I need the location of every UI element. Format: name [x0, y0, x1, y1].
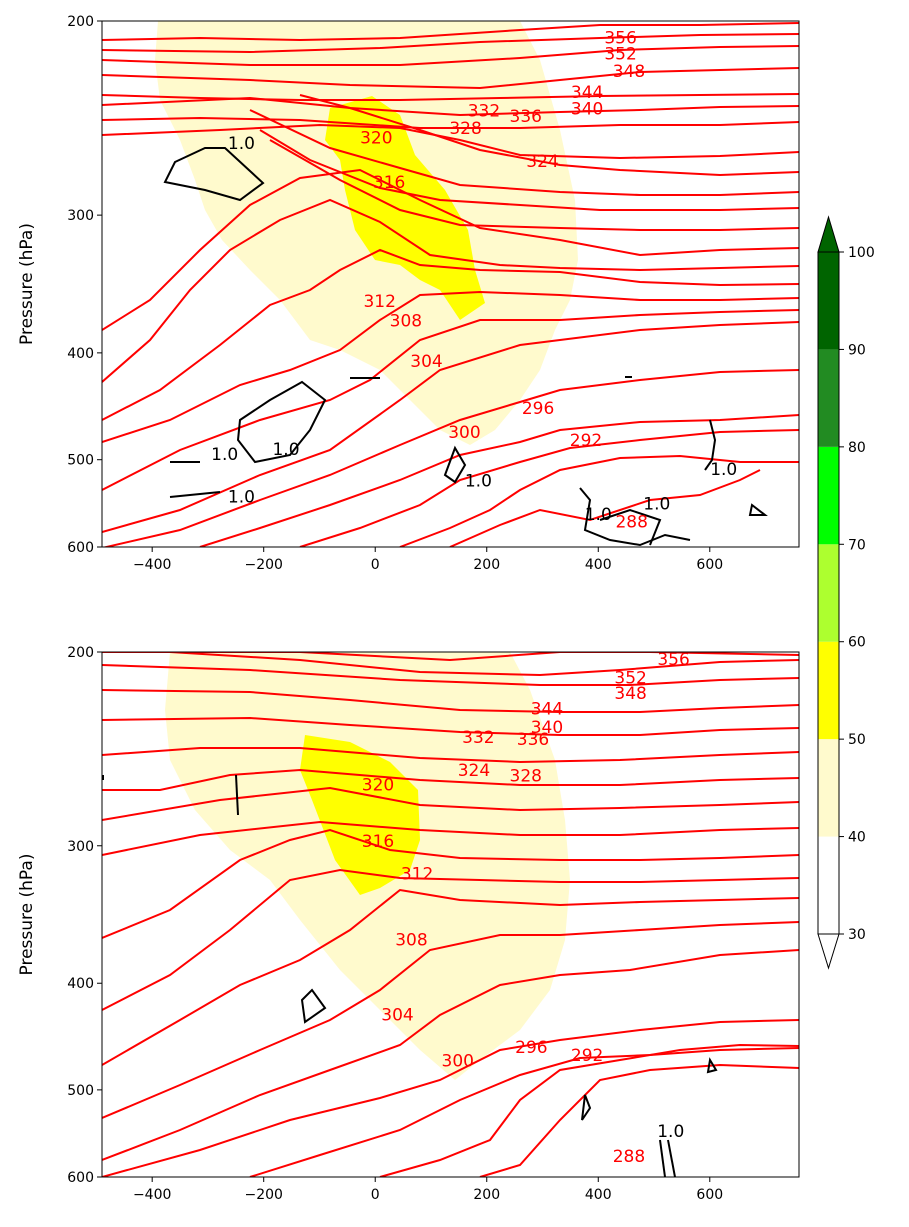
theta-contour-label: 324: [526, 152, 558, 172]
y-tick-label: 600: [67, 540, 94, 556]
w-contour-label: 1.0: [228, 488, 255, 508]
y-tick-label: 500: [67, 453, 94, 469]
theta-contour-label: 304: [410, 352, 442, 372]
x-tick-label: 200: [473, 1187, 500, 1203]
theta-contour-label: 340: [571, 99, 603, 119]
theta-contour-label: 300: [448, 423, 480, 443]
colorbar-tick-label: 80: [848, 440, 866, 456]
y-tick-label: 400: [67, 346, 94, 362]
theta-contour-label: 316: [362, 832, 394, 852]
colorbar: 30 40 50 60 70 80 90 100: [817, 215, 875, 970]
colorbar-tick-label: 60: [848, 635, 866, 651]
theta-contour-label: 328: [510, 767, 542, 787]
x-tick-label: −400: [133, 1187, 171, 1203]
colorbar-segment: [818, 252, 839, 350]
w-contour-label: 1.0: [465, 471, 492, 491]
colorbar-tick-label: 50: [848, 732, 866, 748]
y-tick-label: 500: [67, 1083, 94, 1099]
theta-contour-label: 316: [373, 173, 405, 193]
theta-contour-label: 300: [442, 1051, 474, 1071]
y-tick-label: 200: [67, 14, 94, 30]
x-tick-label: 600: [696, 1187, 723, 1203]
x-tick-label: 400: [585, 1187, 612, 1203]
theta-contour-label: 320: [362, 776, 394, 796]
x-tick-label: −400: [133, 557, 171, 573]
y-axis-label: Pressure (hPa): [17, 223, 37, 345]
colorbar-tick-label: 100: [848, 245, 875, 261]
theta-contour-label: 336: [510, 107, 542, 127]
w-contour-label: 1.0: [657, 1122, 684, 1142]
theta-contour-label: 344: [531, 699, 563, 719]
theta-contour-label: 288: [615, 513, 647, 533]
theta-contour-label: 348: [613, 62, 645, 82]
colorbar-segment: [818, 739, 839, 837]
colorbar-tick-label: 30: [848, 927, 866, 943]
w-contour-label: 1.0: [228, 134, 255, 154]
w-contour-label: 1.0: [643, 495, 670, 515]
y-tick-label: 300: [67, 839, 94, 855]
theta-contour-label: 352: [614, 669, 646, 689]
x-tick-label: −200: [244, 1187, 282, 1203]
theta-contour-label: 332: [462, 728, 494, 748]
theta-contours: [102, 652, 799, 1177]
colorbar-segment: [818, 446, 839, 545]
top-panel: −400 −200 0 200 400 600 200 300 400 500 600 Pressur…: [17, 14, 800, 573]
y-tick-label: 400: [67, 976, 94, 992]
theta-contour-label: 344: [571, 83, 603, 103]
theta-contour-label: 348: [614, 684, 646, 704]
theta-contour-label: 324: [458, 761, 490, 781]
theta-contour-label: 320: [360, 128, 392, 148]
colorbar-segment: [818, 544, 839, 642]
theta-contour-label: 308: [395, 930, 427, 950]
colorbar-tick-label: 40: [848, 830, 866, 846]
theta-contour-label: 312: [363, 292, 395, 312]
x-tick-label: 600: [696, 557, 723, 573]
theta-contour-label: 352: [604, 44, 636, 64]
theta-contour-label: 328: [449, 119, 481, 139]
theta-contour-label: 336: [517, 730, 549, 750]
x-tick-label: −200: [244, 557, 282, 573]
x-tick-label: 0: [371, 557, 380, 573]
theta-contour-label: 308: [390, 312, 422, 332]
w-contour-label: 1.0: [585, 505, 612, 525]
theta-contour-label: 292: [570, 431, 602, 451]
w-contour-label: 1.0: [710, 460, 737, 480]
shading-50-60: [325, 96, 485, 320]
colorbar-extend-max: [817, 215, 840, 253]
theta-contour-label: 296: [522, 399, 554, 419]
x-tick-label: 0: [371, 1187, 380, 1203]
theta-contour-label: 292: [571, 1046, 603, 1066]
colorbar-segment: [818, 349, 839, 447]
bottom-axes: [101, 651, 800, 1178]
theta-contour-label: 312: [401, 865, 433, 885]
w-contour-label: 1.0: [272, 440, 299, 460]
x-tick-label: 200: [473, 557, 500, 573]
y-tick-label: 300: [67, 208, 94, 224]
top-axes: [101, 20, 800, 548]
shading-50-60: [300, 735, 420, 895]
theta-contour-label: 356: [657, 650, 689, 670]
y-tick-label: 600: [67, 1170, 94, 1186]
x-tick-label: 400: [585, 557, 612, 573]
colorbar-extend-min: [817, 933, 840, 970]
y-axis-label: Pressure (hPa): [17, 854, 37, 976]
theta-contours: [102, 22, 799, 547]
w-contours: [163, 147, 768, 547]
colorbar-segment: [818, 641, 839, 740]
theta-contour-label: 288: [613, 1147, 645, 1167]
colorbar-tick-label: 90: [848, 342, 866, 358]
theta-contour-label: 332: [468, 101, 500, 121]
theta-contour-label: 304: [381, 1005, 413, 1025]
w-contour-label: 1.0: [211, 445, 238, 465]
theta-contour-label: 356: [604, 28, 636, 48]
bottom-panel: −400 −200 0 200 400 600 200 300 400 500 600 Pressur…: [17, 645, 800, 1203]
colorbar-segment: [818, 836, 839, 934]
theta-contour-label: 340: [531, 718, 563, 738]
theta-contour-label: 296: [515, 1038, 547, 1058]
colorbar-frame: [817, 251, 840, 935]
w-contours: [102, 774, 718, 1177]
y-tick-label: 200: [67, 645, 94, 661]
colorbar-tick-label: 70: [848, 537, 866, 553]
